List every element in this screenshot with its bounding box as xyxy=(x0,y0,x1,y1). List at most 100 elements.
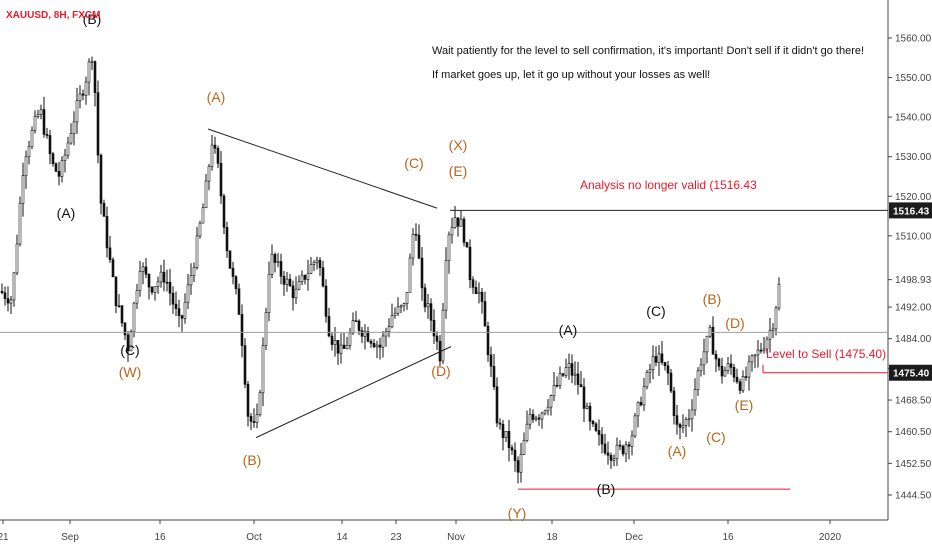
candle-body xyxy=(636,402,640,417)
candle-body xyxy=(216,147,220,164)
candle-body xyxy=(642,386,646,406)
candle-body xyxy=(432,319,436,337)
wave-label: (A) xyxy=(207,89,226,105)
candle-body xyxy=(537,417,541,420)
candle-body xyxy=(510,447,514,451)
candle-body xyxy=(714,353,718,360)
trendline[interactable] xyxy=(255,346,452,439)
candle-body xyxy=(84,81,88,96)
wave-label: (B) xyxy=(83,11,102,27)
candle-body xyxy=(27,146,31,158)
candle-body xyxy=(447,234,451,261)
wave-label: (W) xyxy=(119,364,142,380)
candle-body xyxy=(291,285,295,299)
candle-body xyxy=(198,222,202,237)
candle-body xyxy=(174,303,178,309)
wave-label: (C) xyxy=(404,155,423,171)
candle-body xyxy=(213,144,217,149)
candle-body xyxy=(492,365,496,387)
candle-body xyxy=(579,384,583,388)
x-tick-label: 2020 xyxy=(819,532,842,543)
candle-body xyxy=(102,203,106,217)
trendline[interactable] xyxy=(207,128,438,209)
candle-body xyxy=(474,287,478,295)
price-axis[interactable]: 1444.501452.501460.501468.501476.501484.… xyxy=(888,34,932,502)
candle-body xyxy=(624,444,628,455)
candle-body xyxy=(399,305,403,308)
candle-body xyxy=(516,460,520,473)
x-tick-label: Nov xyxy=(447,532,465,543)
candle-body xyxy=(33,116,37,131)
candle-body xyxy=(390,315,394,328)
candle-body xyxy=(738,381,742,391)
candle-body xyxy=(222,195,226,228)
candle-body xyxy=(741,376,745,391)
candle-body xyxy=(609,454,613,461)
candle-body xyxy=(462,218,466,243)
candle-body xyxy=(309,264,313,274)
candle-body xyxy=(195,235,199,268)
wave-label: (D) xyxy=(431,363,450,379)
candle-body xyxy=(426,303,430,308)
candle-body xyxy=(531,414,535,420)
candle-body xyxy=(606,452,610,456)
candle-body xyxy=(441,309,445,362)
x-tick-label: 14 xyxy=(336,532,348,543)
candle-body xyxy=(750,355,754,363)
candle-body xyxy=(486,325,490,356)
wave-label: (B) xyxy=(597,481,616,497)
candle-body xyxy=(228,250,232,269)
candle-body xyxy=(6,298,10,304)
candle-body xyxy=(528,414,532,425)
wave-label: (D) xyxy=(725,315,744,331)
candle-body xyxy=(276,261,280,263)
candle-body xyxy=(651,356,655,370)
candle-body xyxy=(138,271,142,291)
candle-body xyxy=(495,386,499,424)
candle-body xyxy=(663,362,667,367)
candle-body xyxy=(369,340,373,344)
candle-body xyxy=(141,266,145,272)
candle-body xyxy=(372,343,376,348)
candle-body xyxy=(210,144,214,167)
candle-body xyxy=(171,292,175,305)
x-tick-label: 23 xyxy=(390,532,402,543)
candle-body xyxy=(150,286,154,293)
candle-body xyxy=(345,345,349,349)
candle-body xyxy=(420,257,424,289)
candle-body xyxy=(294,288,298,299)
wave-label: (E) xyxy=(735,397,754,413)
candle-body xyxy=(129,331,133,352)
candle-body xyxy=(444,260,448,311)
candle-body xyxy=(297,281,301,290)
candle-body xyxy=(48,135,52,155)
candle-body xyxy=(342,344,346,349)
candle-body xyxy=(540,412,544,420)
candle-body xyxy=(456,217,460,227)
wave-label: (A) xyxy=(57,205,76,221)
current-price-label: 1498.93 xyxy=(895,275,932,286)
time-axis[interactable]: 21 Sep 16 Oct 14 23 Nov 18 Dec 16 2020 xyxy=(0,520,842,543)
candle-body xyxy=(660,353,664,363)
candle-body xyxy=(672,390,676,416)
symbol-title: XAUUSD, 8H, FXCM xyxy=(6,10,100,21)
candle-body xyxy=(348,332,352,346)
candle-body xyxy=(261,345,265,394)
candle-body xyxy=(732,367,736,378)
candle-body xyxy=(582,386,586,409)
candle-body xyxy=(693,389,697,411)
candle-body xyxy=(708,326,712,337)
chart-overlays: (B)(A)(C)(W)(A)(B)(C)(X)(E)(D)(Y)(A)(B)(… xyxy=(0,0,889,521)
candle-body xyxy=(237,288,241,315)
candle-body xyxy=(594,423,598,431)
candle-body xyxy=(288,278,292,287)
candle-body xyxy=(570,363,574,376)
candle-body xyxy=(504,430,508,438)
candle-body xyxy=(0,290,4,294)
candle-body xyxy=(18,202,22,245)
candle-body xyxy=(219,163,223,197)
candle-body xyxy=(21,175,25,204)
candle-body xyxy=(168,281,172,294)
candle-body xyxy=(333,339,337,345)
